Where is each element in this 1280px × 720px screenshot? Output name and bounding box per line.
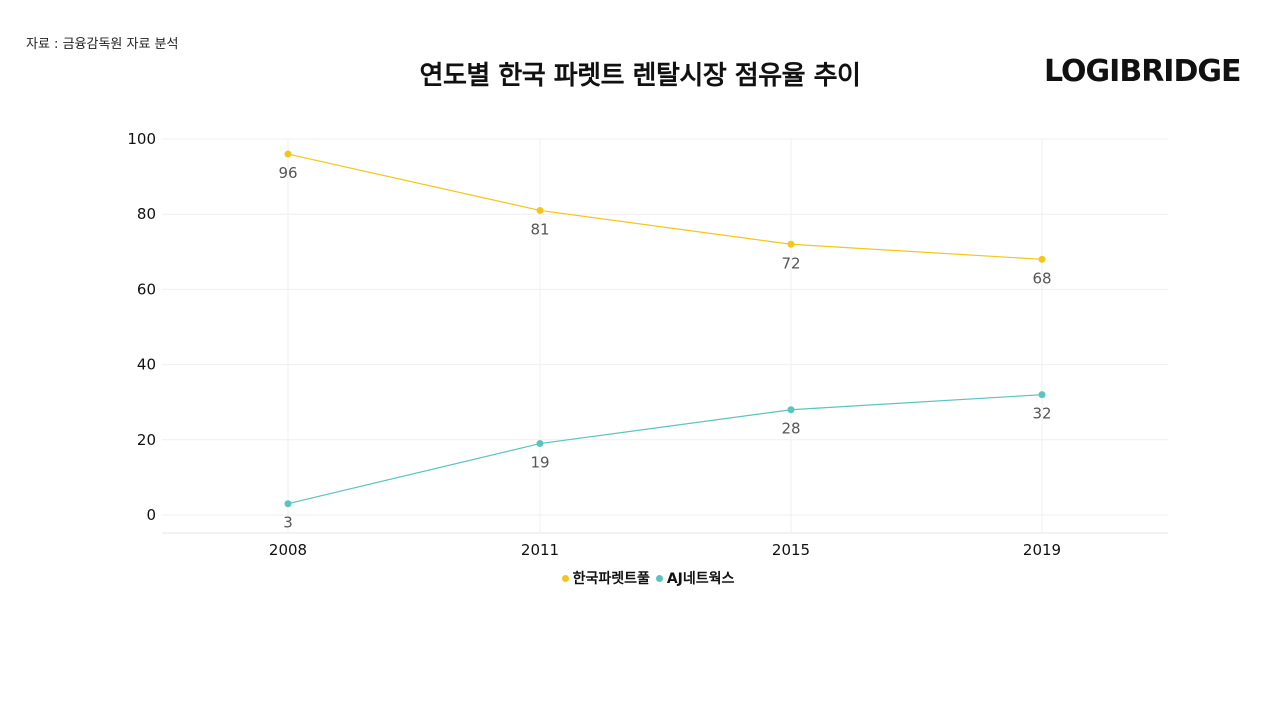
x-tick-label: 2008 [269, 541, 307, 559]
series-line [287, 153, 1043, 260]
series-line [287, 394, 1043, 505]
legend-marker-series-2 [655, 574, 663, 582]
data-label: 81 [530, 220, 549, 238]
legend: 한국파렛트풀 AJ네트웍스 [0, 568, 1280, 588]
y-tick-label: 0 [146, 506, 156, 524]
legend-label-series-2: AJ네트웍스 [666, 571, 735, 587]
source-note: 자료 : 금융감독원 자료 분석 [26, 37, 179, 52]
y-tick-label: 20 [137, 431, 156, 449]
series-group: 96 81 72 68 3 19 28 32 [278, 150, 1052, 532]
chart-title: 연도별 한국 파렛트 렌탈시장 점유율 추이 [419, 61, 861, 91]
data-point [787, 406, 795, 414]
y-tick-label: 100 [127, 130, 156, 148]
data-label: 32 [1032, 405, 1051, 423]
data-point [284, 150, 292, 158]
legend-item-series-2: AJ네트웍스 [655, 568, 735, 588]
data-label: 3 [283, 514, 293, 532]
data-point [1038, 391, 1046, 399]
data-point [536, 440, 544, 448]
data-point [536, 206, 544, 214]
logo: LOGIBRIDGE [1044, 54, 1241, 89]
y-tick-label: 60 [137, 280, 156, 298]
data-point [1038, 255, 1046, 263]
data-label: 96 [278, 164, 297, 182]
x-axis-ticks: 2008 2011 2015 2019 [269, 541, 1061, 559]
y-axis-ticks: 0 20 40 60 80 100 [127, 130, 156, 524]
data-label: 68 [1032, 269, 1051, 287]
data-label: 19 [530, 454, 549, 472]
legend-marker-series-1 [561, 574, 569, 582]
legend-item-series-1: 한국파렛트풀 [561, 568, 650, 588]
y-tick-label: 80 [137, 205, 156, 223]
legend-label-series-1: 한국파렛트풀 [572, 571, 650, 587]
series-2: 3 19 28 32 [283, 391, 1052, 532]
data-point [284, 500, 292, 508]
data-label: 72 [781, 254, 800, 272]
x-tick-label: 2019 [1023, 541, 1061, 559]
x-tick-label: 2015 [772, 541, 810, 559]
x-tick-label: 2011 [521, 541, 559, 559]
series-1: 96 81 72 68 [278, 150, 1052, 287]
data-label: 28 [781, 420, 800, 438]
gridlines [162, 138, 1168, 534]
y-tick-label: 40 [137, 356, 156, 374]
data-point [787, 240, 795, 248]
